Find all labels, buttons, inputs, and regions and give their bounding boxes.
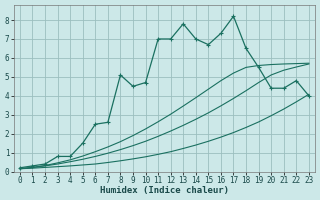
X-axis label: Humidex (Indice chaleur): Humidex (Indice chaleur) [100,186,229,195]
